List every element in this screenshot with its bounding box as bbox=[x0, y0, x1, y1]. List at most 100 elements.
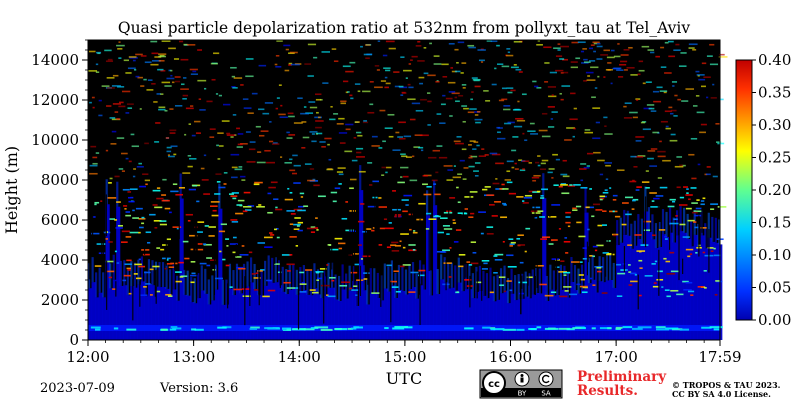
y-tick-label: 10000 bbox=[31, 131, 79, 149]
boundary-layer-cell bbox=[172, 289, 177, 340]
noise-speck bbox=[636, 99, 639, 101]
data-gap bbox=[89, 248, 91, 280]
boundary-layer-fringe bbox=[640, 218, 643, 244]
noise-speck bbox=[130, 133, 135, 136]
noise-speck bbox=[117, 224, 123, 227]
noise-speck bbox=[408, 291, 416, 293]
boundary-layer-cell bbox=[514, 300, 519, 340]
noise-speck bbox=[524, 139, 528, 142]
noise-speck bbox=[452, 176, 462, 179]
noise-speck bbox=[627, 264, 631, 266]
noise-speck bbox=[468, 46, 476, 49]
noise-speck bbox=[558, 271, 567, 273]
noise-speck bbox=[206, 100, 213, 103]
noise-speck bbox=[264, 102, 274, 104]
noise-speck bbox=[401, 91, 406, 94]
boundary-layer-cell bbox=[116, 206, 121, 340]
noise-speck bbox=[286, 137, 293, 139]
noise-speck bbox=[288, 64, 292, 66]
surface-speck bbox=[637, 326, 652, 329]
boundary-layer-cell bbox=[249, 282, 255, 340]
boundary-layer-fringe bbox=[528, 273, 531, 299]
noise-speck bbox=[97, 52, 101, 55]
noise-speck bbox=[253, 277, 261, 279]
boundary-layer-cell bbox=[605, 280, 610, 340]
noise-speck bbox=[566, 127, 575, 129]
noise-speck bbox=[195, 248, 204, 251]
boundary-layer-fringe bbox=[690, 221, 693, 247]
noise-speck bbox=[653, 100, 662, 103]
noise-speck bbox=[478, 59, 485, 62]
boundary-layer-cell bbox=[144, 296, 149, 340]
noise-speck bbox=[164, 207, 171, 210]
noise-speck bbox=[180, 88, 189, 90]
noise-speck bbox=[503, 204, 507, 206]
noise-speck bbox=[153, 101, 158, 103]
noise-speck bbox=[506, 87, 514, 89]
noise-speck bbox=[141, 222, 145, 225]
noise-speck bbox=[432, 149, 440, 152]
noise-speck bbox=[309, 106, 318, 109]
noise-speck bbox=[501, 87, 507, 90]
colorbar-tick-label: 0.25 bbox=[758, 149, 791, 167]
noise-speck bbox=[709, 43, 715, 46]
noise-speck bbox=[155, 122, 161, 124]
noise-speck bbox=[508, 238, 514, 241]
noise-speck bbox=[305, 269, 313, 271]
noise-speck bbox=[283, 281, 291, 284]
noise-speck bbox=[331, 279, 335, 282]
boundary-layer-cell bbox=[450, 287, 455, 340]
noise-speck bbox=[214, 277, 223, 280]
noise-speck bbox=[666, 295, 671, 298]
noise-speck bbox=[419, 134, 429, 137]
noise-speck bbox=[664, 110, 672, 113]
noise-speck bbox=[689, 253, 693, 255]
boundary-layer-cell bbox=[658, 246, 663, 340]
noise-speck bbox=[306, 227, 315, 230]
surface-speck bbox=[392, 327, 405, 330]
noise-speck bbox=[408, 63, 412, 65]
noise-speck bbox=[640, 121, 646, 124]
boundary-layer-cell bbox=[154, 286, 160, 340]
noise-speck bbox=[418, 146, 424, 149]
noise-speck bbox=[697, 74, 700, 77]
noise-speck bbox=[501, 183, 505, 186]
noise-speck bbox=[509, 289, 513, 292]
noise-speck bbox=[659, 140, 662, 143]
noise-speck bbox=[400, 94, 404, 96]
noise-speck bbox=[630, 280, 639, 283]
noise-speck bbox=[321, 51, 330, 53]
noise-speck bbox=[628, 271, 632, 273]
noise-speck bbox=[397, 181, 405, 184]
noise-speck bbox=[297, 209, 306, 212]
noise-speck bbox=[555, 55, 563, 57]
noise-speck bbox=[222, 103, 231, 106]
noise-speck bbox=[439, 122, 446, 124]
noise-speck bbox=[297, 229, 303, 232]
noise-speck bbox=[292, 154, 298, 157]
noise-speck bbox=[238, 267, 246, 270]
surface-speck bbox=[113, 327, 119, 330]
boundary-layer-cell bbox=[239, 293, 244, 340]
noise-speck bbox=[700, 203, 705, 206]
noise-speck bbox=[548, 216, 557, 218]
boundary-layer-fringe bbox=[397, 264, 401, 290]
boundary-layer-cell bbox=[478, 290, 483, 340]
noise-speck bbox=[111, 130, 117, 133]
sa-icon bbox=[538, 371, 554, 387]
noise-speck bbox=[408, 249, 417, 252]
noise-speck bbox=[632, 116, 638, 119]
noise-speck bbox=[120, 241, 128, 243]
noise-speck bbox=[108, 241, 113, 243]
noise-speck bbox=[118, 57, 122, 59]
surface-speck bbox=[566, 328, 575, 331]
noise-speck bbox=[398, 85, 404, 88]
noise-speck bbox=[159, 223, 167, 226]
noise-speck bbox=[371, 145, 380, 147]
noise-speck bbox=[451, 92, 460, 95]
noise-speck bbox=[218, 186, 226, 189]
data-gap bbox=[323, 282, 325, 324]
data-gap bbox=[143, 236, 146, 255]
noise-speck bbox=[586, 206, 595, 209]
noise-speck bbox=[390, 280, 397, 283]
